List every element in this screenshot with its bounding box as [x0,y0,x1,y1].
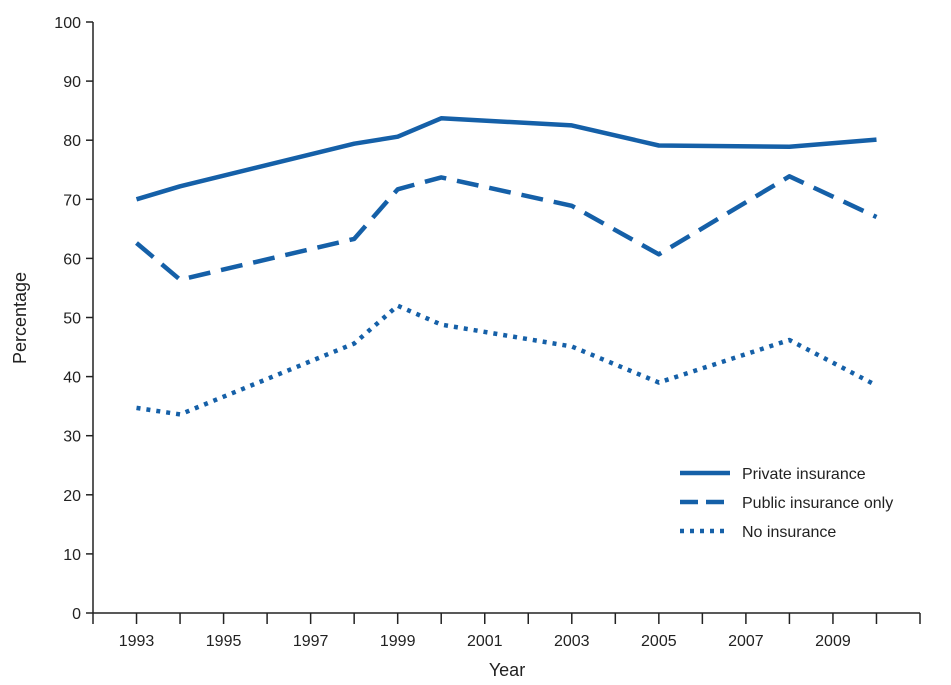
y-tick-label: 30 [63,429,81,446]
y-axis-ticks: 0 10 20 30 40 50 60 70 80 90 100 [54,15,93,623]
y-tick-label: 100 [54,15,81,32]
x-axis-ticks: 1993 1995 1997 1999 2001 2003 2005 2007 2009 [92,613,921,650]
x-tick-label: 1993 [119,633,155,650]
x-tick-label: 2007 [728,633,764,650]
x-tick-label: 2003 [554,633,590,650]
series-line-dotted [136,303,878,417]
x-tick-label: 2009 [815,633,851,650]
y-tick-label: 10 [63,547,81,564]
legend-label: No insurance [742,524,836,541]
y-tick-label: 50 [63,311,81,328]
series-lines [135,116,878,417]
y-tick-label: 60 [63,251,81,268]
y-tick-label: 70 [63,192,81,209]
x-tick-label: 2001 [467,633,503,650]
x-tick-label: 1995 [206,633,242,650]
series-line-dashed [135,174,878,282]
x-tick-label: 2005 [641,633,677,650]
x-tick-label: 1997 [293,633,329,650]
legend: Private insurance Public insurance only No… [680,466,893,541]
x-axis-title: Year [489,660,525,680]
legend-label: Private insurance [742,466,866,483]
y-tick-label: 20 [63,488,81,505]
y-axis-title: Percentage [10,272,30,364]
x-tick-label: 1999 [380,633,416,650]
series-line-solid [135,116,877,202]
y-tick-label: 90 [63,74,81,91]
y-tick-label: 0 [72,606,81,623]
y-tick-label: 80 [63,133,81,150]
legend-label: Public insurance only [742,495,893,512]
y-tick-label: 40 [63,370,81,387]
